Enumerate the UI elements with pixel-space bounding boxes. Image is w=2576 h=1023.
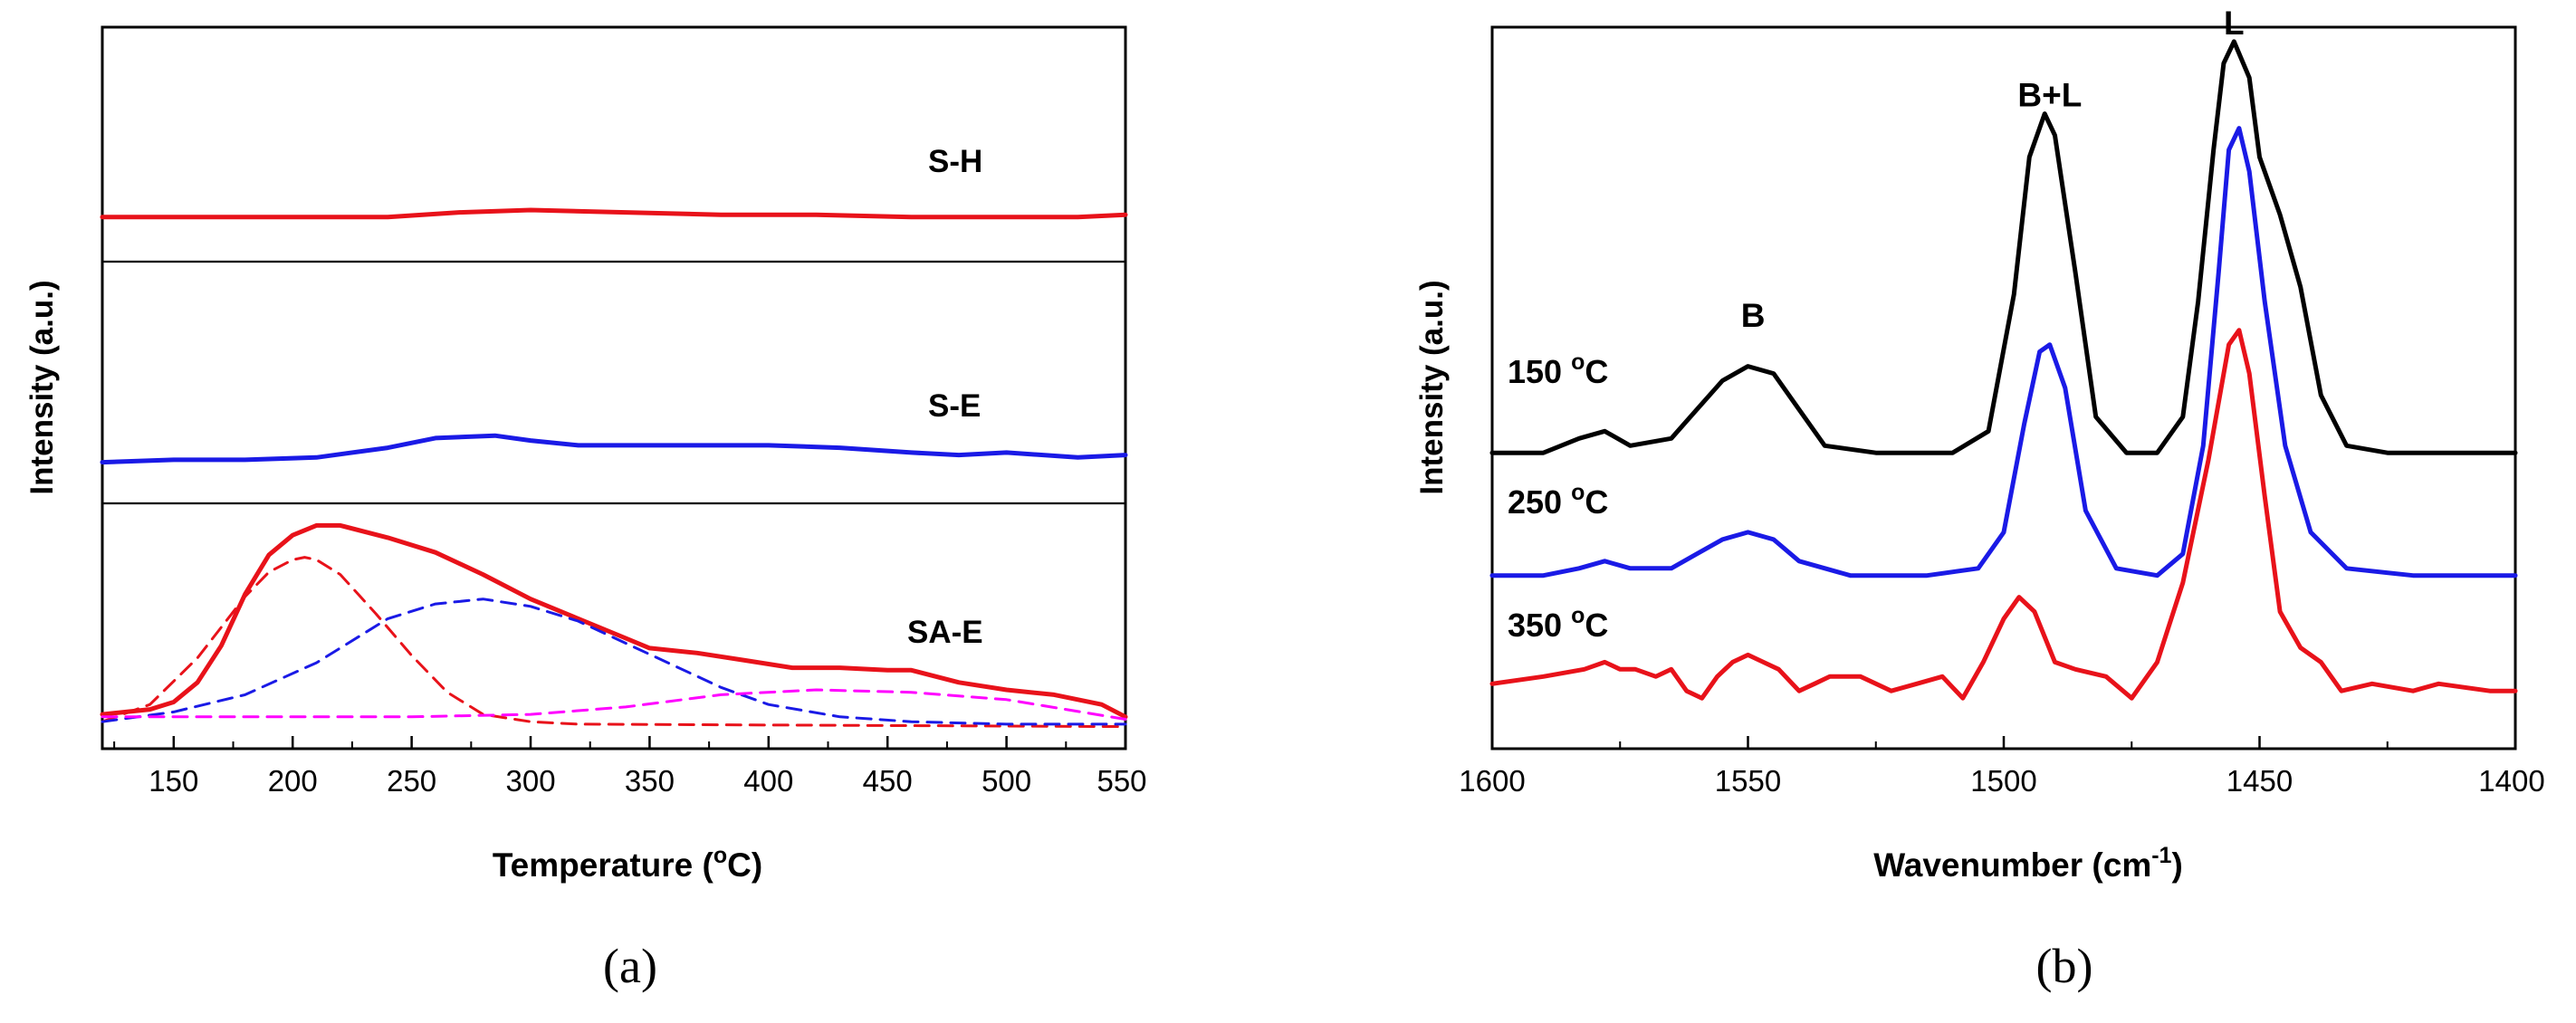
subpanel-label-s-e: S-E: [928, 388, 981, 424]
x-tick-label-b-1550: 1550: [1715, 764, 1781, 798]
x-tick-label-a-550: 550: [1096, 764, 1146, 798]
series-label-350c-unit: C: [1585, 607, 1608, 644]
series-label-250c-unit: C: [1585, 483, 1608, 521]
series-label-350c: 350 oC: [1508, 603, 1608, 644]
x-tick-label-b-1450: 1450: [2226, 764, 2293, 798]
chart-b-frame: [1490, 25, 2517, 751]
chart-b-xlabel: Wavenumber (cm-1): [1873, 843, 2183, 884]
series-label-350c-sup: o: [1571, 603, 1585, 628]
x-tick-label-a-450: 450: [863, 764, 913, 798]
chart-b-xlabel-sup: -1: [2151, 843, 2171, 868]
subpanel-label-sa-e: SA-E: [907, 615, 983, 650]
series-line-sa-e-fit-peak-1: [101, 556, 1127, 729]
series-label-350c-main: 350: [1508, 607, 1571, 644]
x-tick-label-b-1500: 1500: [1970, 764, 2036, 798]
peak-label-l: L: [2224, 5, 2245, 42]
chart-a-xlabel-sup: o: [713, 843, 727, 868]
chart-b-xlabel-unit: ): [2171, 846, 2182, 884]
chart-a-ylabel: Intensity (a.u.): [24, 280, 60, 494]
peak-label-b: B: [1741, 297, 1766, 334]
chart-b: 1600 1550 1500 1450 1400 BB+LL 150 oC 250 oC…: [1414, 5, 2545, 993]
series-label-150c: 150 oC: [1508, 349, 1608, 390]
x-tick-label-a-250: 250: [387, 764, 436, 798]
series-line-sa-e-fit-peak-2: [101, 598, 1127, 726]
series-label-150c-sup: o: [1571, 349, 1585, 375]
x-tick-label-a-500: 500: [982, 764, 1031, 798]
series-line-250-c: [1489, 126, 2518, 578]
series-label-250c-main: 250: [1508, 483, 1571, 521]
series-label-150c-unit: C: [1585, 353, 1608, 390]
x-tick-label-a-350: 350: [625, 764, 675, 798]
peak-label-b-l: B+L: [2017, 77, 2082, 114]
x-tick-label-a-200: 200: [268, 764, 318, 798]
panel-label-a: (a): [603, 939, 657, 993]
subpanel-label-s-h: S-H: [928, 144, 982, 179]
series-label-250c: 250 oC: [1508, 480, 1608, 521]
chart-a-xlabel-unit: C): [727, 846, 762, 884]
series-line-150-c: [1489, 39, 2518, 455]
series-label-150c-main: 150: [1508, 353, 1571, 390]
series-line-s-e-s-e: [100, 433, 1128, 465]
x-tick-label-b-1400: 1400: [2478, 764, 2544, 798]
chart-b-ylabel: Intensity (a.u.): [1414, 280, 1450, 494]
series-label-250c-sup: o: [1571, 480, 1585, 505]
chart-a-xlabel-main: Temperature (: [493, 846, 714, 884]
series-line-sa-e-sa-e: [100, 522, 1128, 720]
chart-a: 150 200 250 300 350 400 450 500 550 S-H S-E SA-E…: [24, 25, 1147, 993]
chart-a-frame: [101, 25, 1127, 751]
series-line-s-h-s-h: [100, 207, 1128, 220]
series-line-sa-e-fit-peak-3: [101, 688, 1127, 721]
x-tick-label-a-400: 400: [743, 764, 793, 798]
x-tick-label-a-300: 300: [505, 764, 555, 798]
series-line-350-c: [1489, 328, 2518, 701]
x-tick-label-a-150: 150: [148, 764, 198, 798]
x-tick-label-b-1600: 1600: [1459, 764, 1525, 798]
chart-a-xlabel: Temperature (oC): [493, 843, 762, 884]
panel-label-b: (b): [2036, 939, 2093, 993]
chart-b-xlabel-main: Wavenumber (cm: [1873, 846, 2151, 884]
